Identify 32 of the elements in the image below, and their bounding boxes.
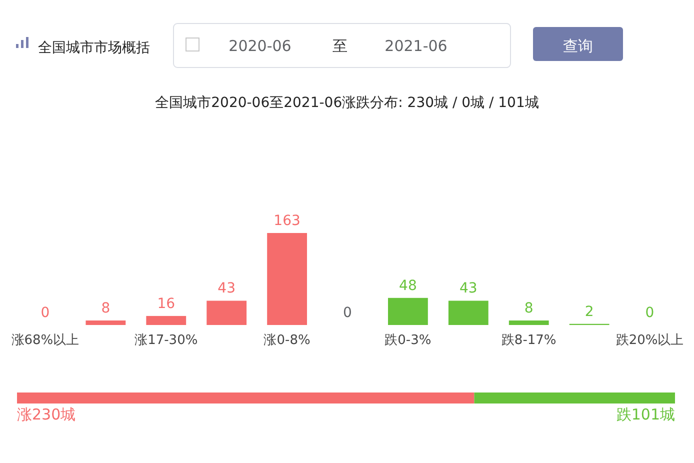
x-tick-label: 跌0-3% [384,333,432,348]
data-label: 涨230城 [17,406,76,424]
data-label: 跌101城 [616,406,675,424]
x-tick-label: 涨68%以上 [11,333,80,348]
chart-title: 全国城市市场概括 [38,40,150,56]
data-label: 16 [157,296,176,312]
bar [508,320,549,325]
data-label: 48 [399,278,417,294]
x-tick-label: 涨0-8% [264,333,310,348]
data-label: 2 [584,304,594,320]
text: 2021-06 [384,37,448,55]
data-label: 163 [274,213,300,229]
bar [388,298,428,325]
data-label: 43 [459,280,478,297]
text: 查询 [563,37,593,55]
data-label: 8 [524,300,534,316]
data-label: 0 [343,305,352,321]
data-label: 0 [645,305,654,321]
x-tick-label: 跌8-17% [501,333,556,348]
text: 2020-06 [228,37,292,55]
x-tick-label: 涨17-30% [134,333,198,348]
data-label: 8 [101,300,110,316]
chart-subtitle: 全国城市2020-06至2021-06涨跌分布: 230城 / 0城 / 101城 [155,95,539,111]
x-tick-label: 跌20%以上 [616,333,684,348]
data-label: 43 [218,280,236,297]
text: 至 [332,37,348,55]
data-label: 0 [40,305,50,321]
bar [267,233,307,325]
bar [86,320,126,325]
bar [146,316,186,325]
bar [206,300,247,325]
bar [448,300,488,325]
